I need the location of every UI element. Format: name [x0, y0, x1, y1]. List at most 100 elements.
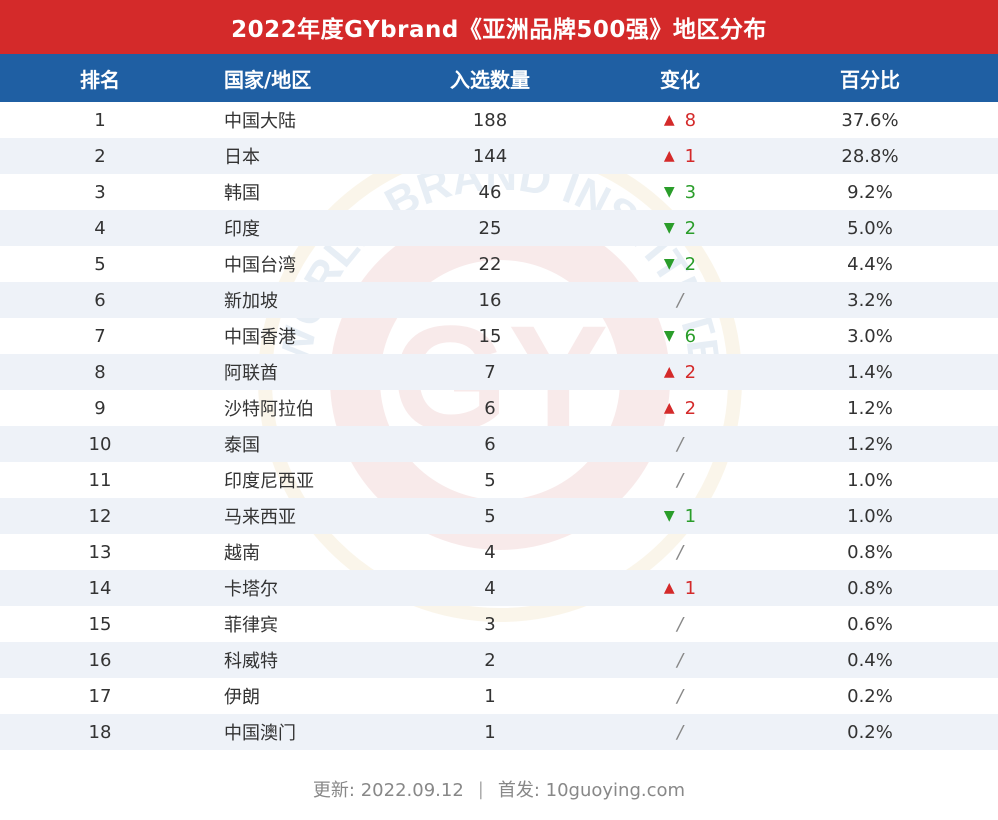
row-region: 泰国: [224, 435, 260, 456]
change-value: 8: [684, 109, 697, 131]
footer-separator: |: [477, 778, 484, 800]
change-value: 1: [684, 505, 697, 527]
footer: 更新: 2022.09.12 | 首发: 10guoying.com: [0, 774, 998, 804]
table-row: 2 日本 144 ▲ 1 28.8%: [0, 138, 998, 174]
row-pct: 28.8%: [841, 145, 899, 167]
row-region: 马来西亚: [224, 507, 296, 528]
arrow-up-icon: ▲: [663, 580, 675, 596]
row-region: 卡塔尔: [224, 579, 278, 600]
table-row: 1 中国大陆 188 ▲ 8 37.6%: [0, 102, 998, 138]
row-change: ▲ 1: [580, 138, 780, 174]
row-change: ▼ 1: [580, 498, 780, 534]
footer-source: 首发: 10guoying.com: [497, 780, 686, 801]
row-change: ▲ 2: [580, 354, 780, 390]
row-pct: 0.4%: [847, 649, 893, 671]
table-row: 4 印度 25 ▼ 2 5.0%: [0, 210, 998, 246]
row-rank: 10: [88, 433, 112, 455]
row-rank: 14: [88, 577, 112, 599]
table-body: 1 中国大陆 188 ▲ 8 37.6% 2 日本 144 ▲ 1 28.8% 3 韩国 46 ▼ 3 9.2% 4…: [0, 102, 998, 750]
table-row: 17 伊朗 1 / 0.2%: [0, 678, 998, 714]
row-count: 4: [484, 541, 496, 563]
row-rank: 18: [88, 721, 112, 743]
row-rank: 4: [94, 217, 106, 239]
row-change: ▲ 8: [580, 102, 780, 138]
row-rank: 2: [94, 145, 106, 167]
row-count: 16: [478, 289, 502, 311]
header-rank: 排名: [80, 67, 120, 92]
row-count: 2: [484, 649, 496, 671]
header-count: 入选数量: [450, 67, 530, 92]
change-value: 2: [684, 217, 697, 239]
row-pct: 37.6%: [841, 109, 899, 131]
row-rank: 16: [88, 649, 112, 671]
table-row: 7 中国香港 15 ▼ 6 3.0%: [0, 318, 998, 354]
table-header: 排名 国家/地区 入选数量 变化 百分比: [0, 54, 998, 102]
table-row: 13 越南 4 / 0.8%: [0, 534, 998, 570]
row-change: /: [676, 649, 684, 671]
row-rank: 11: [88, 469, 112, 491]
row-region: 中国香港: [224, 327, 296, 348]
table-row: 6 新加坡 16 / 3.2%: [0, 282, 998, 318]
row-pct: 0.8%: [847, 541, 893, 563]
change-value: 2: [684, 253, 697, 275]
row-pct: 1.2%: [847, 397, 893, 419]
row-pct: 0.2%: [847, 685, 893, 707]
arrow-down-icon: ▼: [663, 220, 675, 236]
row-region: 中国澳门: [224, 723, 296, 744]
table-row: 5 中国台湾 22 ▼ 2 4.4%: [0, 246, 998, 282]
row-rank: 12: [88, 505, 112, 527]
row-region: 越南: [224, 543, 260, 564]
row-change: ▼ 6: [580, 318, 780, 354]
change-value: 2: [684, 361, 697, 383]
row-pct: 0.6%: [847, 613, 893, 635]
row-region: 印度: [224, 219, 260, 240]
row-rank: 13: [88, 541, 112, 563]
row-change: ▲ 2: [580, 390, 780, 426]
row-count: 1: [484, 721, 496, 743]
row-change: ▲ 1: [580, 570, 780, 606]
row-count: 4: [484, 577, 496, 599]
arrow-down-icon: ▼: [663, 256, 675, 272]
arrow-up-icon: ▲: [663, 400, 675, 416]
row-rank: 1: [94, 109, 106, 131]
row-pct: 1.4%: [847, 361, 893, 383]
row-count: 6: [484, 397, 496, 419]
row-change: ▼ 3: [580, 174, 780, 210]
row-change: /: [676, 433, 684, 455]
header-change: 变化: [660, 67, 700, 92]
row-pct: 3.0%: [847, 325, 893, 347]
row-pct: 5.0%: [847, 217, 893, 239]
table-row: 18 中国澳门 1 / 0.2%: [0, 714, 998, 750]
row-count: 15: [478, 325, 502, 347]
row-count: 22: [478, 253, 502, 275]
row-change: /: [676, 721, 684, 743]
row-pct: 0.8%: [847, 577, 893, 599]
row-region: 中国大陆: [224, 111, 296, 132]
table-row: 12 马来西亚 5 ▼ 1 1.0%: [0, 498, 998, 534]
row-pct: 1.0%: [847, 469, 893, 491]
arrow-up-icon: ▲: [663, 148, 675, 164]
row-pct: 3.2%: [847, 289, 893, 311]
page-title: 2022年度GYbrand《亚洲品牌500强》地区分布: [0, 0, 998, 54]
footer-updated: 更新: 2022.09.12: [312, 780, 464, 801]
change-value: 1: [684, 145, 697, 167]
row-pct: 4.4%: [847, 253, 893, 275]
row-rank: 6: [94, 289, 106, 311]
table-row: 10 泰国 6 / 1.2%: [0, 426, 998, 462]
row-change: /: [676, 613, 684, 635]
row-pct: 9.2%: [847, 181, 893, 203]
row-region: 阿联酋: [224, 363, 278, 384]
row-change: /: [676, 685, 684, 707]
row-count: 25: [478, 217, 502, 239]
table-row: 11 印度尼西亚 5 / 1.0%: [0, 462, 998, 498]
row-count: 7: [484, 361, 496, 383]
row-rank: 15: [88, 613, 112, 635]
row-region: 日本: [224, 147, 260, 168]
row-count: 188: [472, 109, 508, 131]
row-count: 144: [472, 145, 508, 167]
row-region: 伊朗: [224, 687, 260, 708]
header-region: 国家/地区: [224, 67, 312, 92]
row-change: ▼ 2: [580, 210, 780, 246]
row-region: 中国台湾: [224, 255, 296, 276]
row-region: 菲律宾: [224, 615, 278, 636]
